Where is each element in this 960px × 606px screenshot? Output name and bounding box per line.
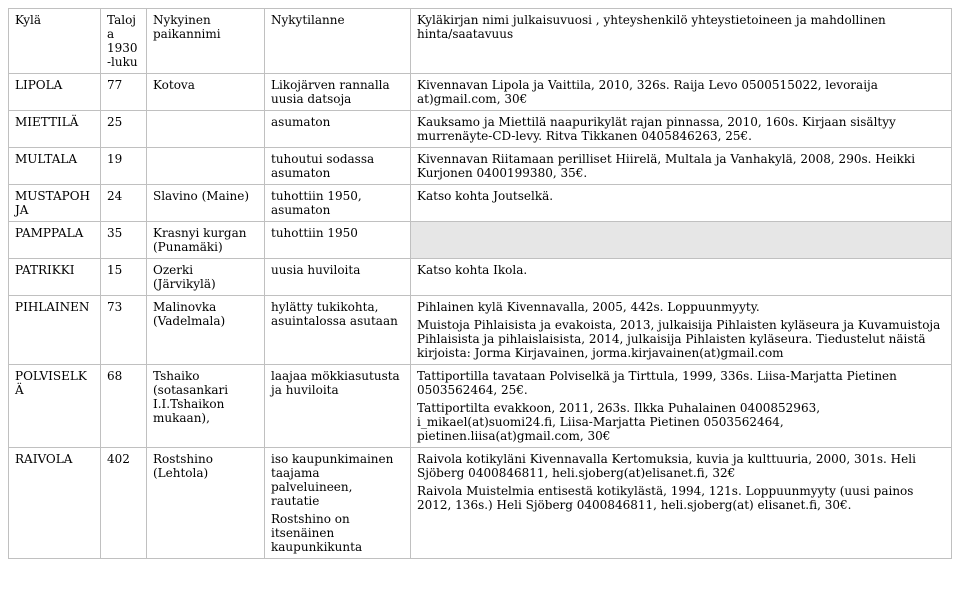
cell-kirja-para: Raivola Muistelmia entisestä kotikylästä… <box>417 484 945 512</box>
table-row: LIPOLA77KotovaLikojärven rannalla uusia … <box>9 74 952 111</box>
cell-taloja: 25 <box>101 111 147 148</box>
cell-kirja: Kivennavan Lipola ja Vaittila, 2010, 326… <box>411 74 952 111</box>
table-row: PAMPPALA35Krasnyi kurgan (Punamäki)tuhot… <box>9 222 952 259</box>
table-row: RAIVOLA402Rostshino (Lehtola)iso kaupunk… <box>9 448 952 559</box>
cell-nimi: Kotova <box>147 74 265 111</box>
cell-tilanne: hylätty tukikohta, asuintalossa asutaan <box>265 296 411 365</box>
cell-kyla: POLVISELKÄ <box>9 365 101 448</box>
col-header-kirja: Kyläkirjan nimi julkaisuvuosi , yhteyshe… <box>411 9 952 74</box>
cell-tilanne: tuhottiin 1950 <box>265 222 411 259</box>
cell-kyla: LIPOLA <box>9 74 101 111</box>
table-header-row: Kylä Taloja 1930-luku Nykyinen paikannim… <box>9 9 952 74</box>
table-row: MIETTILÄ25 asumatonKauksamo ja Miettilä n… <box>9 111 952 148</box>
table-row: MULTALA19 tuhoutui sodassa asumatonKivenn… <box>9 148 952 185</box>
cell-kirja-para: Kivennavan Lipola ja Vaittila, 2010, 326… <box>417 78 945 106</box>
cell-kirja-para: Katso kohta Joutselkä. <box>417 189 945 203</box>
cell-nimi: Tshaiko (sotasankari I.I.Tshaikon mukaan… <box>147 365 265 448</box>
col-header-tilanne: Nykytilanne <box>265 9 411 74</box>
cell-taloja: 15 <box>101 259 147 296</box>
cell-nimi: Rostshino (Lehtola) <box>147 448 265 559</box>
cell-kirja-para: Pihlainen kylä Kivennavalla, 2005, 442s.… <box>417 300 945 314</box>
col-header-kyla: Kylä <box>9 9 101 74</box>
col-header-taloja: Taloja 1930-luku <box>101 9 147 74</box>
cell-nimi: Krasnyi kurgan (Punamäki) <box>147 222 265 259</box>
cell-kirja: Tattiportilla tavataan Polviselkä ja Tir… <box>411 365 952 448</box>
table-row: MUSTAPOHJA24Slavino (Maine)tuhottiin 195… <box>9 185 952 222</box>
cell-taloja: 24 <box>101 185 147 222</box>
cell-kirja-para: Raivola kotikyläni Kivennavalla Kertomuk… <box>417 452 945 480</box>
col-header-nimi: Nykyinen paikannimi <box>147 9 265 74</box>
cell-tilanne: laajaa mökkiasutusta ja huviloita <box>265 365 411 448</box>
cell-kirja-para: Muistoja Pihlaisista ja evakoista, 2013,… <box>417 318 945 360</box>
cell-tilanne: tuhoutui sodassa asumaton <box>265 148 411 185</box>
cell-tilanne: asumaton <box>265 111 411 148</box>
cell-kirja-para: Katso kohta Ikola. <box>417 263 945 277</box>
table-row: POLVISELKÄ68Tshaiko (sotasankari I.I.Tsh… <box>9 365 952 448</box>
cell-kirja-para: Tattiportilla tavataan Polviselkä ja Tir… <box>417 369 945 397</box>
cell-kyla: MIETTILÄ <box>9 111 101 148</box>
cell-tilanne: Likojärven rannalla uusia datsoja <box>265 74 411 111</box>
cell-nimi <box>147 111 265 148</box>
cell-kyla: MUSTAPOHJA <box>9 185 101 222</box>
cell-kirja <box>411 222 952 259</box>
cell-tilanne: tuhottiin 1950, asumaton <box>265 185 411 222</box>
cell-taloja: 19 <box>101 148 147 185</box>
cell-kyla: PIHLAINEN <box>9 296 101 365</box>
cell-kirja-para: Kauksamo ja Miettilä naapurikylät rajan … <box>417 115 945 143</box>
cell-tilanne: iso kaupunkimainen taajama palveluineen,… <box>265 448 411 559</box>
cell-nimi: Malinovka (Vadelmala) <box>147 296 265 365</box>
cell-kirja: Kauksamo ja Miettilä naapurikylät rajan … <box>411 111 952 148</box>
cell-nimi: Slavino (Maine) <box>147 185 265 222</box>
cell-nimi: Ozerki (Järvikylä) <box>147 259 265 296</box>
cell-kirja-para: Tattiportilta evakkoon, 2011, 263s. Ilkk… <box>417 401 945 443</box>
cell-kirja: Raivola kotikyläni Kivennavalla Kertomuk… <box>411 448 952 559</box>
cell-kyla: PATRIKKI <box>9 259 101 296</box>
village-table: Kylä Taloja 1930-luku Nykyinen paikannim… <box>8 8 952 559</box>
cell-nimi <box>147 148 265 185</box>
cell-kirja: Katso kohta Joutselkä. <box>411 185 952 222</box>
cell-kirja: Katso kohta Ikola. <box>411 259 952 296</box>
cell-kirja-para: Kivennavan Riitamaan perilliset Hiirelä,… <box>417 152 945 180</box>
cell-kyla: MULTALA <box>9 148 101 185</box>
cell-taloja: 68 <box>101 365 147 448</box>
cell-kirja: Pihlainen kylä Kivennavalla, 2005, 442s.… <box>411 296 952 365</box>
cell-taloja: 402 <box>101 448 147 559</box>
cell-kirja: Kivennavan Riitamaan perilliset Hiirelä,… <box>411 148 952 185</box>
table-row: PATRIKKI15Ozerki (Järvikylä)uusia huvilo… <box>9 259 952 296</box>
cell-tilanne-para: iso kaupunkimainen taajama palveluineen,… <box>271 452 404 508</box>
cell-kyla: RAIVOLA <box>9 448 101 559</box>
cell-tilanne-para: Rostshino on itsenäinen kaupunkikunta <box>271 512 404 554</box>
cell-tilanne: uusia huviloita <box>265 259 411 296</box>
cell-taloja: 35 <box>101 222 147 259</box>
cell-taloja: 73 <box>101 296 147 365</box>
cell-taloja: 77 <box>101 74 147 111</box>
cell-kyla: PAMPPALA <box>9 222 101 259</box>
table-row: PIHLAINEN73Malinovka (Vadelmala)hylätty … <box>9 296 952 365</box>
